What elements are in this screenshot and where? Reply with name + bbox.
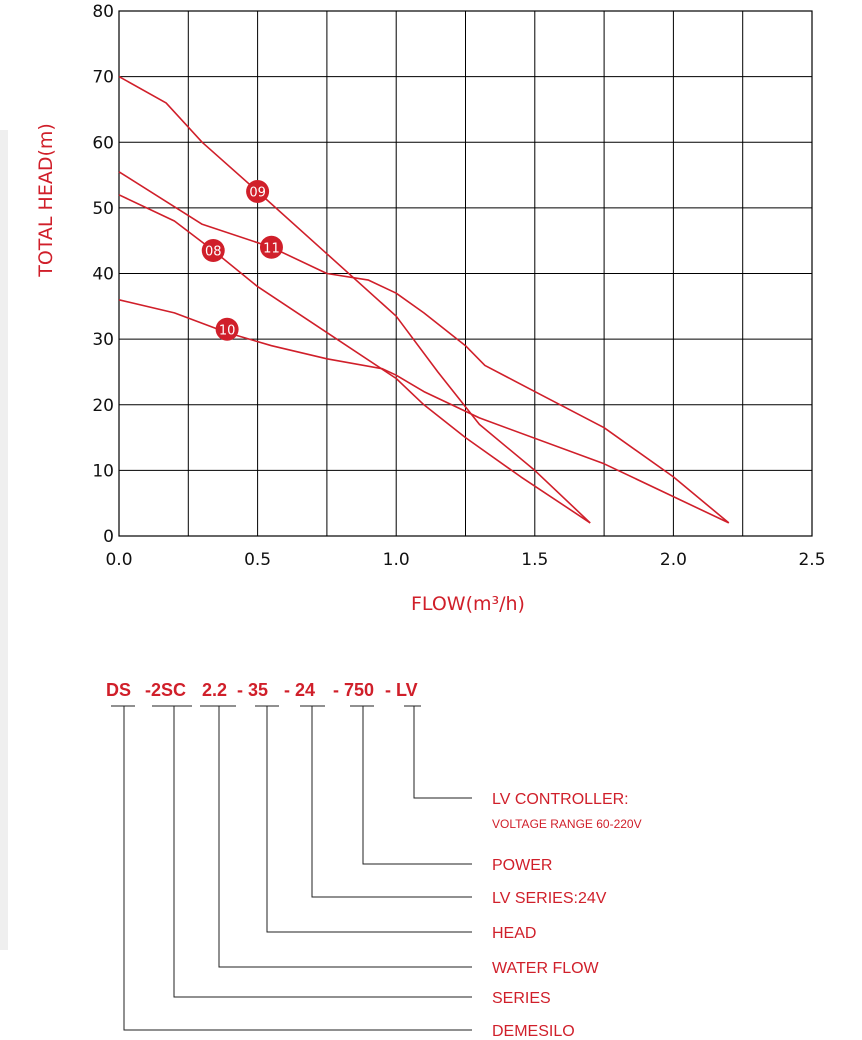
y-axis-label: TOTAL HEAD(m) bbox=[35, 123, 57, 278]
y-tick-label: 80 bbox=[92, 2, 114, 22]
leader-line bbox=[266, 706, 472, 933]
x-axis-ticks: 0.0 0.5 1.0 1.5 2.0 2.5 bbox=[105, 550, 825, 570]
y-tick-label: 30 bbox=[92, 330, 114, 350]
description-title: LV CONTROLLER: bbox=[492, 791, 629, 808]
model-segment: - 750 bbox=[333, 680, 374, 700]
curve-marker-10 bbox=[215, 317, 239, 341]
leader-line bbox=[173, 706, 472, 998]
left-edge-strip bbox=[0, 130, 8, 950]
y-tick-label: 70 bbox=[92, 68, 114, 88]
description-subtitle: VOLTAGE RANGE 60-220V bbox=[492, 817, 642, 831]
y-tick-label: 50 bbox=[92, 199, 114, 219]
model-code-leader-lines bbox=[111, 705, 472, 1031]
curve-marker-08 bbox=[201, 239, 225, 263]
model-code-segments: DS -2SC 2.2 - 35 - 24 - 750 - LV bbox=[106, 680, 418, 700]
description-title: WATER FLOW bbox=[492, 960, 600, 977]
description-title: SERIES bbox=[492, 990, 551, 1007]
y-tick-label: 60 bbox=[92, 133, 114, 153]
leader-line bbox=[311, 706, 472, 898]
description-title: POWER bbox=[492, 857, 552, 874]
leader-line bbox=[362, 706, 472, 865]
curve-10 bbox=[118, 299, 730, 524]
y-axis-ticks: 0 10 20 30 40 50 60 70 80 bbox=[92, 2, 114, 547]
x-tick-label: 0.0 bbox=[105, 550, 132, 570]
x-tick-label: 0.5 bbox=[244, 550, 271, 570]
model-segment: -2SC bbox=[145, 680, 186, 700]
model-segment: - 35 bbox=[237, 680, 268, 700]
curve-marker-09 bbox=[246, 179, 270, 203]
leader-line bbox=[413, 706, 472, 799]
x-tick-label: 1.0 bbox=[383, 550, 410, 570]
pump-performance-chart: 09 11 08 10 0.0 0.5 1.0 1.5 2.0 2.5 0 10 20 30 40 50 6… bbox=[35, 2, 826, 615]
y-tick-label: 40 bbox=[92, 265, 114, 285]
curve-marker-label-09: 09 bbox=[249, 185, 266, 200]
leader-line bbox=[218, 706, 472, 968]
model-segment: DS bbox=[106, 680, 131, 700]
x-axis-label: FLOW(m³/h) bbox=[411, 593, 525, 615]
description-title: DEMESILO bbox=[492, 1023, 575, 1040]
chart-grid bbox=[118, 10, 813, 537]
plot-frame bbox=[118, 10, 813, 537]
curve-08 bbox=[118, 194, 591, 524]
x-tick-label: 2.0 bbox=[660, 550, 687, 570]
model-segment: 2.2 bbox=[202, 680, 227, 700]
model-segment: - LV bbox=[385, 680, 418, 700]
leader-line bbox=[123, 706, 472, 1031]
x-tick-label: 2.5 bbox=[798, 550, 825, 570]
curve-marker-label-11: 11 bbox=[263, 241, 280, 256]
curve-09 bbox=[118, 75, 591, 524]
description-title: LV SERIES:24V bbox=[492, 890, 607, 907]
model-code-descriptions: DEMESILO SERIES WATER FLOW HEAD LV SERIES:24… bbox=[492, 791, 642, 1040]
y-tick-label: 10 bbox=[92, 461, 114, 481]
y-tick-label: 20 bbox=[92, 396, 114, 416]
curve-marker-label-08: 08 bbox=[205, 245, 222, 260]
curve-marker-label-10: 10 bbox=[219, 323, 236, 338]
x-tick-label: 1.5 bbox=[521, 550, 548, 570]
curve-marker-11 bbox=[259, 235, 283, 259]
description-title: HEAD bbox=[492, 925, 536, 942]
model-segment: - 24 bbox=[284, 680, 315, 700]
y-tick-label: 0 bbox=[103, 527, 114, 547]
chart-curves: 09 11 08 10 bbox=[118, 75, 730, 524]
